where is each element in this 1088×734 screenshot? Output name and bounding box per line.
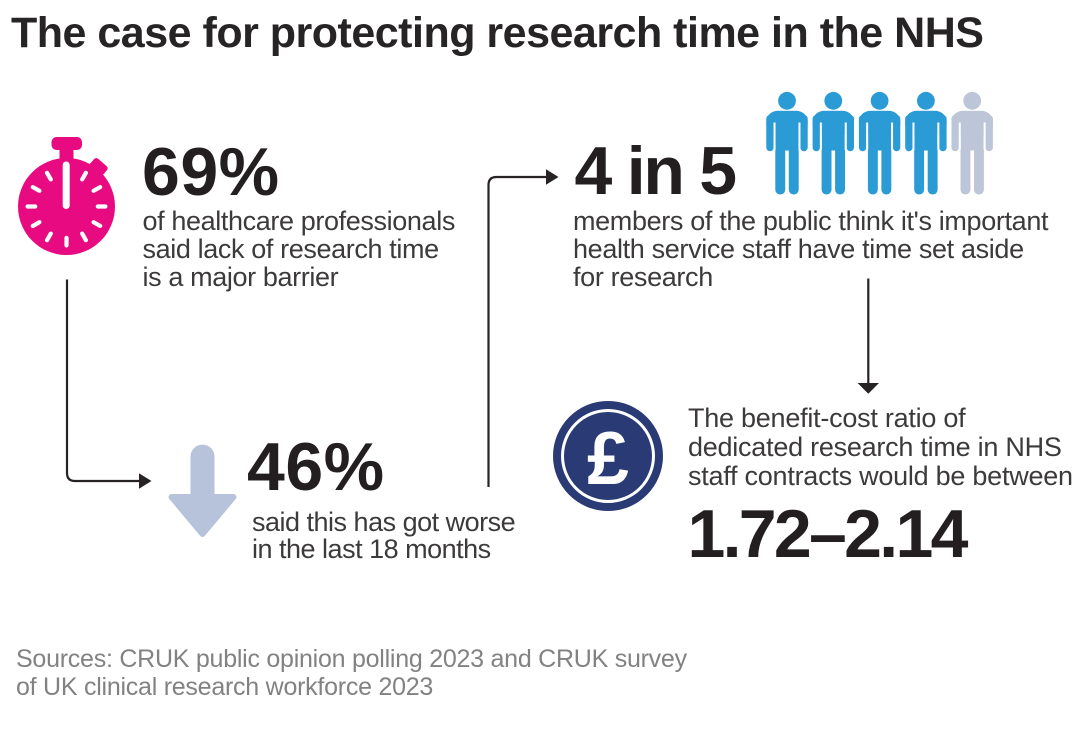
- svg-text:£: £: [587, 416, 629, 500]
